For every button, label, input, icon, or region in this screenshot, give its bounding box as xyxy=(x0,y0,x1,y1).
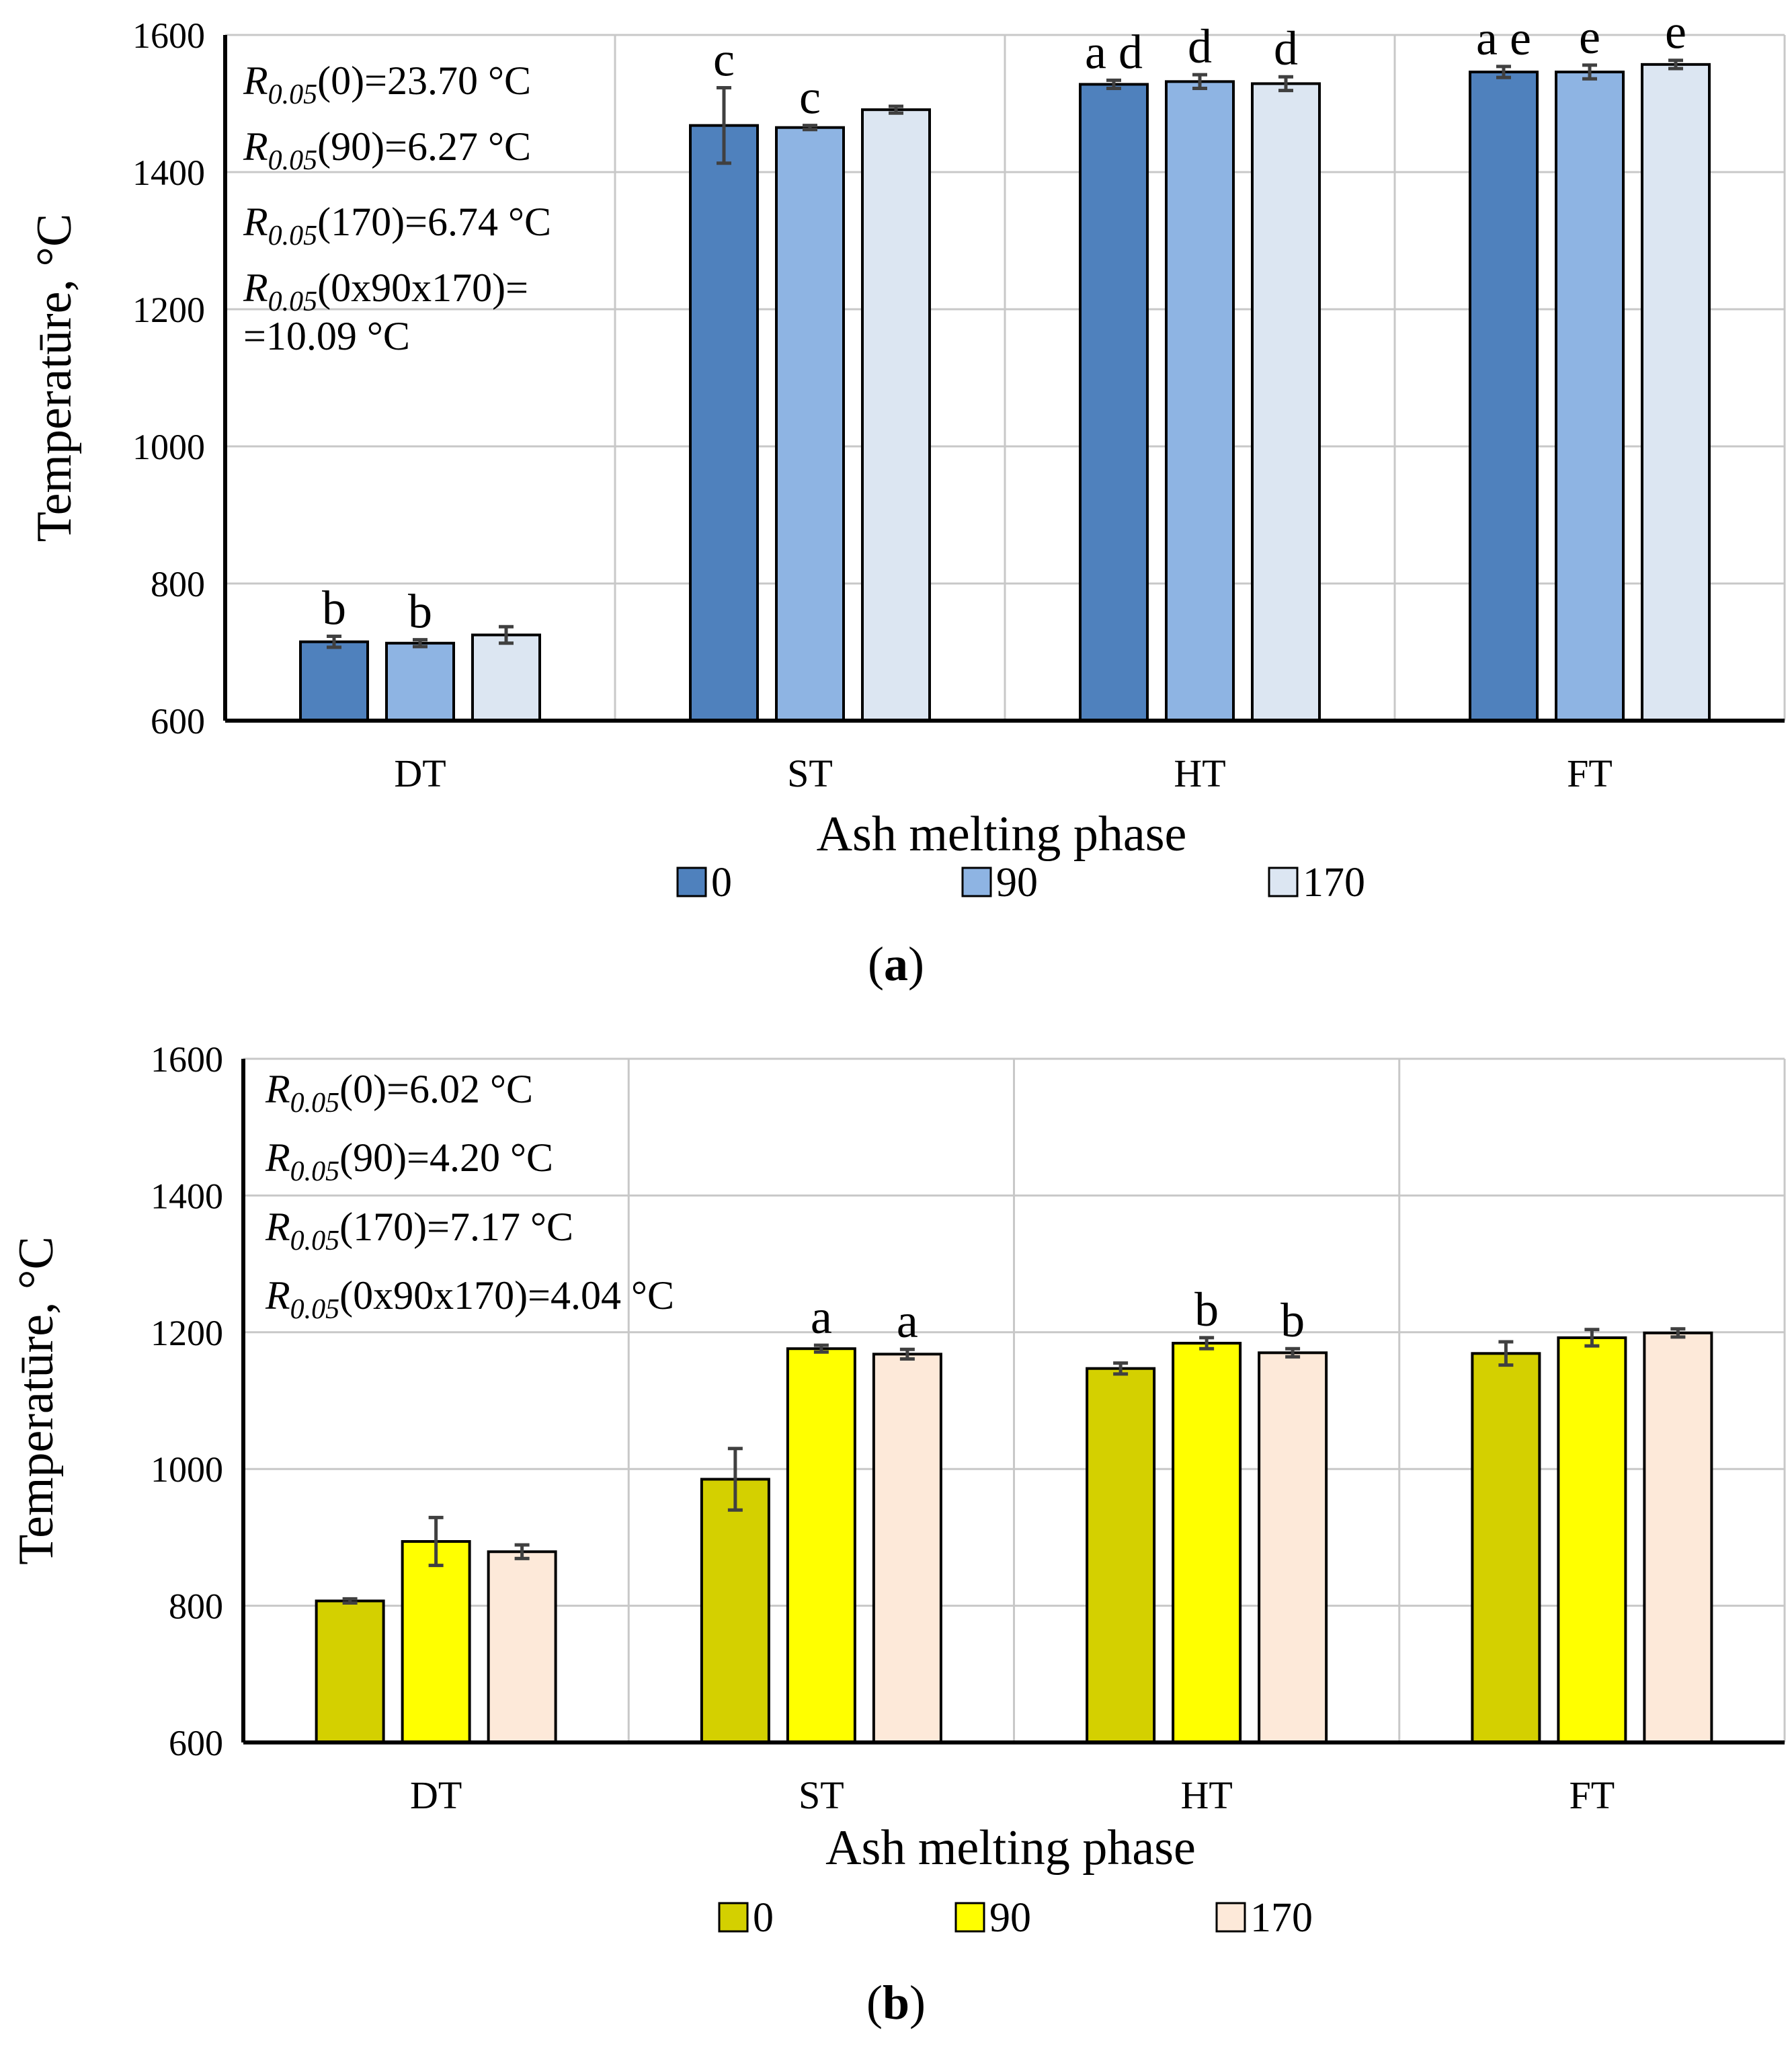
panel-label: (b) xyxy=(866,1976,926,2030)
y-tick-label: 1000 xyxy=(151,1449,223,1490)
lsd-annotation: =10.09 °C xyxy=(243,314,410,358)
lsd-annotation: R0.05(0)=23.70 °C xyxy=(243,58,531,110)
lsd-annotation: R0.05(0x90x170)=4.04 °C xyxy=(265,1273,674,1325)
significance-letter: a e xyxy=(1476,11,1531,65)
x-tick-label: ST xyxy=(787,752,833,795)
legend-label: 170 xyxy=(1303,860,1365,906)
lsd-annotation: R0.05(170)=7.17 °C xyxy=(265,1205,573,1256)
significance-letter: e xyxy=(1579,10,1600,64)
lsd-annotation: R0.05(170)=6.74 °C xyxy=(243,200,551,251)
x-tick-label: DT xyxy=(410,1773,462,1817)
legend-label: 0 xyxy=(753,1895,774,1941)
y-tick-label: 600 xyxy=(169,1723,223,1763)
x-tick-label: ST xyxy=(799,1773,844,1817)
bar-ST-170 xyxy=(872,1353,942,1744)
bar-FT-90 xyxy=(1557,1336,1627,1744)
significance-letter: a xyxy=(811,1290,832,1344)
significance-letter: a xyxy=(897,1294,918,1348)
legend-swatch xyxy=(1268,867,1299,897)
bar-HT-0 xyxy=(1086,1367,1156,1744)
y-tick-label: 1600 xyxy=(132,15,205,56)
legend-swatch xyxy=(1215,1902,1246,1933)
bar-ST-0 xyxy=(689,124,759,722)
y-tick-label: 1200 xyxy=(132,290,205,330)
legend-swatch xyxy=(954,1902,985,1933)
significance-letter: c xyxy=(799,71,821,124)
bar-FT-170 xyxy=(1643,1331,1713,1744)
significance-letter: e xyxy=(1665,5,1686,59)
lsd-annotation: R0.05(0)=6.02 °C xyxy=(265,1067,533,1119)
bar-FT-170 xyxy=(1641,63,1711,723)
bar-ST-90 xyxy=(775,126,845,722)
bar-HT-0 xyxy=(1079,83,1149,722)
bar-DT-170 xyxy=(471,633,541,722)
bar-HT-170 xyxy=(1251,82,1321,723)
bar-ST-90 xyxy=(786,1347,856,1744)
y-tick-label: 600 xyxy=(151,701,205,741)
y-tick-label: 1600 xyxy=(151,1039,223,1080)
bar-HT-170 xyxy=(1258,1351,1328,1744)
x-tick-label: DT xyxy=(394,752,446,795)
x-axis-title: Ash melting phase xyxy=(817,807,1187,862)
bar-DT-0 xyxy=(299,640,369,723)
chart-panel-a: 600 800 1000 1200 1400 1600 b c a d a e b c d e d e DT ST… xyxy=(27,5,1786,991)
significance-letter: d xyxy=(1188,19,1212,73)
x-tick-label: FT xyxy=(1570,1773,1615,1817)
significance-letter: b xyxy=(1280,1293,1305,1347)
y-tick-label: 1000 xyxy=(132,427,205,467)
significance-letter: a d xyxy=(1085,25,1143,79)
y-tick-label: 1400 xyxy=(151,1176,223,1216)
y-axis-title: Temperatūre, °C xyxy=(9,1236,64,1565)
legend-label: 0 xyxy=(711,860,732,906)
bar-FT-0 xyxy=(1469,71,1539,722)
x-tick-label: HT xyxy=(1180,1773,1232,1817)
lsd-annotation: R0.05(90)=6.27 °C xyxy=(243,124,531,176)
y-tick-label: 1400 xyxy=(132,153,205,193)
legend-label: 90 xyxy=(989,1895,1031,1941)
significance-letter: d xyxy=(1274,22,1298,75)
significance-letter: b xyxy=(322,581,346,635)
significance-letter: b xyxy=(408,585,432,639)
legend-swatch xyxy=(676,867,707,897)
bar-FT-90 xyxy=(1555,71,1625,722)
chart-panel-b: 600 800 1000 1200 1400 1600 a b a b DT ST HT FT Ash me… xyxy=(9,1039,1786,2030)
x-tick-label: FT xyxy=(1567,752,1613,795)
bar-FT-0 xyxy=(1471,1352,1541,1744)
legend-label: 170 xyxy=(1250,1895,1313,1941)
bar-DT-170 xyxy=(487,1550,557,1744)
bar-DT-90 xyxy=(385,641,455,722)
bar-DT-0 xyxy=(315,1599,385,1744)
significance-letter: b xyxy=(1194,1283,1219,1336)
x-tick-label: HT xyxy=(1174,752,1225,795)
legend-swatch xyxy=(718,1902,749,1933)
legend-label: 90 xyxy=(996,860,1038,906)
y-tick-label: 800 xyxy=(151,564,205,604)
panel-label: (a) xyxy=(868,937,924,991)
bar-DT-90 xyxy=(401,1540,471,1744)
bar-HT-90 xyxy=(1172,1342,1242,1744)
lsd-annotation: R0.05(90)=4.20 °C xyxy=(265,1135,553,1187)
significance-letter: c xyxy=(713,33,735,87)
bar-HT-90 xyxy=(1165,80,1235,723)
legend-swatch xyxy=(961,867,992,897)
x-axis-title: Ash melting phase xyxy=(825,1820,1196,1876)
bar-ST-170 xyxy=(861,108,931,722)
y-tick-label: 800 xyxy=(169,1586,223,1627)
lsd-annotation: R0.05(0x90x170)= xyxy=(243,266,528,317)
y-tick-label: 1200 xyxy=(151,1313,223,1353)
y-axis-title: Temperatūre, °C xyxy=(27,214,82,543)
bar-ST-0 xyxy=(700,1478,770,1744)
